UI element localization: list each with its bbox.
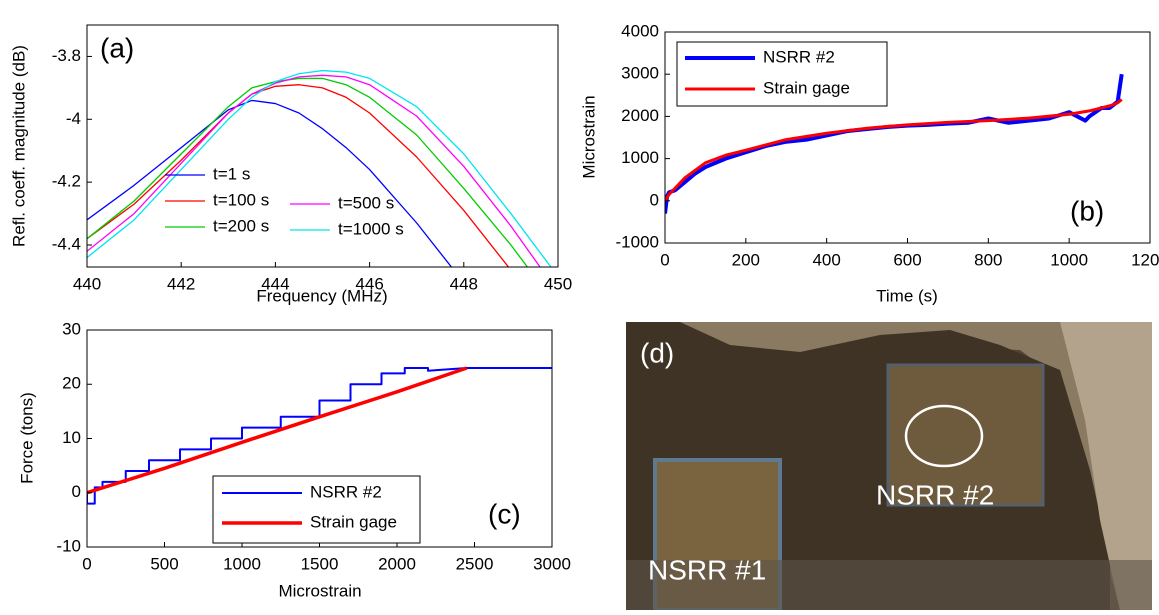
data-line	[665, 98, 1123, 202]
x-tick-label: 444	[261, 274, 289, 293]
data-line	[87, 77, 529, 267]
y-tick-label: 4000	[621, 21, 659, 40]
data-line	[87, 74, 541, 267]
y-tick-label: 3000	[621, 64, 659, 83]
panel-label: (d)	[640, 337, 674, 368]
x-tick-label: 3000	[533, 554, 571, 573]
x-axis-title: Microstrain	[278, 581, 361, 600]
legend-label: t=1 s	[213, 164, 250, 183]
y-tick-label: 30	[62, 319, 81, 338]
photo-region	[626, 560, 1152, 610]
data-line	[87, 366, 468, 495]
y-tick-label: -3.8	[52, 46, 81, 65]
x-axis-title: Time (s)	[876, 286, 938, 305]
x-tick-label: 0	[82, 554, 91, 573]
legend-label: NSRR #2	[310, 482, 382, 501]
y-tick-label: -4.2	[52, 172, 81, 191]
chart: 0 500 1000 1500 2000 2500 3000-100102030Micros…	[17, 319, 570, 600]
x-tick-label: 1000	[1050, 250, 1088, 269]
x-tick-label: 2500	[456, 554, 494, 573]
x-tick-label: 446	[355, 274, 383, 293]
panel-label: (a)	[100, 32, 134, 63]
legend-box	[676, 41, 888, 107]
x-tick-label: 442	[167, 274, 195, 293]
x-tick-label: 1000	[223, 554, 261, 573]
x-tick-label: 600	[893, 250, 921, 269]
highlight-circle	[904, 404, 984, 468]
plot-area	[87, 25, 558, 267]
y-tick-label: -1000	[616, 232, 659, 251]
legend-label: t=500 s	[338, 193, 394, 212]
legend-label: Strain gage	[763, 78, 850, 97]
data-line	[87, 99, 453, 267]
legend-box	[212, 475, 421, 544]
chart: 020040060080010001200-100001000200030004…	[579, 21, 1159, 305]
x-tick-label: 450	[544, 274, 572, 293]
legend-label: t=200 s	[213, 216, 269, 235]
y-axis-title: Force (tons)	[17, 392, 36, 484]
y-axis-title: Microstrain	[579, 95, 598, 178]
legend-label: t=100 s	[213, 190, 269, 209]
y-tick-label: 0	[72, 482, 81, 501]
axes-box	[86, 24, 559, 268]
y-tick-label: 0	[650, 190, 659, 209]
data-line	[87, 69, 552, 267]
y-tick-label: 2000	[621, 106, 659, 125]
panel-label: (c)	[488, 498, 521, 529]
sensor-patch	[886, 363, 1045, 507]
y-tick-label: -4.4	[52, 234, 81, 253]
x-tick-label: 440	[73, 274, 101, 293]
x-tick-label: 500	[150, 554, 178, 573]
photo: (d) NSRR #1 NSRR #2	[626, 322, 1152, 612]
chart: 440 442 444 446 448 450 -3.8 -4 -4.2 -4.4 Frequenc…	[9, 24, 572, 305]
x-tick-label: 200	[732, 250, 760, 269]
data-line	[87, 84, 510, 267]
y-tick-label: 20	[62, 374, 81, 393]
y-tick-label: 10	[62, 428, 81, 447]
panel-label: (b)	[1070, 195, 1104, 226]
x-tick-label: 400	[812, 250, 840, 269]
legend-label: Strain gage	[310, 512, 397, 531]
data-line	[87, 366, 552, 505]
y-tick-label: -4	[66, 109, 81, 128]
photo-label: NSRR #2	[876, 479, 994, 510]
x-tick-label: 1200	[1131, 250, 1159, 269]
x-tick-label: 2000	[378, 554, 416, 573]
x-tick-label: 800	[974, 250, 1002, 269]
legend-label: t=1000 s	[338, 219, 404, 238]
x-axis-title: Frequency (MHz)	[256, 286, 387, 305]
y-tick-label: -10	[56, 536, 81, 555]
y-axis-title: Refl. coeff. magnitude (dB)	[9, 45, 28, 247]
x-tick-label: 448	[450, 274, 478, 293]
x-tick-label: 1500	[301, 554, 339, 573]
legend-label: NSRR #2	[763, 47, 835, 66]
photo-label: NSRR #1	[648, 554, 766, 585]
photo-region	[1060, 322, 1152, 610]
y-tick-label: 1000	[621, 148, 659, 167]
x-tick-label: 0	[660, 250, 669, 269]
